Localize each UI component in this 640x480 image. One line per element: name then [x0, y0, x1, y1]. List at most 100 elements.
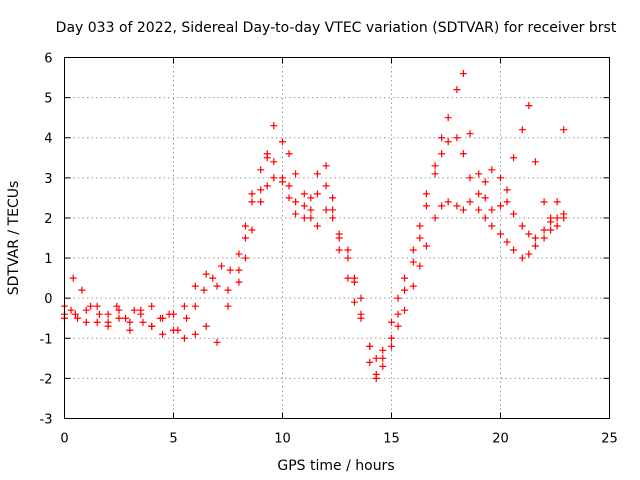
data-point — [422, 190, 430, 198]
data-point — [459, 70, 467, 78]
data-point — [431, 170, 439, 178]
tick-labels: 0 5 10 15 20 25 -3 -2 -1 0 1 2 3 4 5 6 — [40, 52, 618, 447]
data-point — [82, 306, 90, 314]
data-point — [248, 190, 256, 198]
data-point — [379, 354, 387, 362]
data-point — [459, 150, 467, 158]
data-series — [61, 174, 568, 382]
data-point — [531, 234, 539, 242]
data-point — [322, 206, 330, 214]
y-tick-label: 3 — [44, 172, 52, 187]
data-point — [67, 306, 75, 314]
data-point — [126, 326, 134, 334]
data-point — [71, 310, 79, 318]
data-point — [366, 342, 374, 350]
data-point — [560, 214, 568, 222]
data-point — [438, 134, 446, 142]
data-point — [113, 302, 121, 310]
data-point — [200, 286, 208, 294]
data-point — [156, 314, 164, 322]
data-point — [335, 234, 343, 242]
data-point — [226, 266, 234, 274]
data-point — [313, 190, 321, 198]
data-point — [488, 166, 496, 174]
data-point — [148, 322, 156, 330]
data-point — [475, 170, 483, 178]
data-point — [481, 178, 489, 186]
data-point — [241, 234, 249, 242]
data-point — [292, 210, 300, 218]
data-point — [357, 294, 365, 302]
data-point — [422, 242, 430, 250]
data-point — [148, 302, 156, 310]
y-tick-label: 4 — [44, 132, 52, 147]
y-tick-label: 6 — [44, 52, 52, 67]
data-point — [553, 214, 561, 222]
data-point — [115, 314, 123, 322]
data-point — [224, 302, 232, 310]
data-point — [104, 318, 112, 326]
y-tick-label: -2 — [40, 372, 53, 387]
x-tick-label: 15 — [383, 432, 400, 447]
data-point — [497, 202, 504, 210]
x-tick-label: 0 — [60, 432, 68, 447]
y-axis-label: SDTVAR / TECUs — [6, 181, 22, 296]
data-series — [61, 134, 568, 378]
data-point — [560, 126, 568, 134]
data-point — [263, 150, 271, 158]
data-point — [401, 274, 409, 282]
data-point — [379, 346, 387, 354]
data-point — [503, 186, 511, 194]
data-point — [74, 314, 82, 322]
data-point — [431, 214, 439, 222]
data-point — [531, 242, 539, 250]
data-point — [78, 286, 86, 294]
data-point — [444, 138, 452, 146]
data-point — [104, 310, 112, 318]
data-point — [531, 158, 539, 166]
data-point — [235, 278, 243, 286]
data-point — [202, 322, 210, 330]
data-point — [335, 246, 343, 254]
data-point — [213, 338, 221, 346]
data-point — [510, 210, 518, 218]
data-point — [248, 226, 256, 234]
data-points — [61, 70, 568, 382]
data-point — [388, 334, 395, 342]
data-point — [372, 374, 380, 382]
y-tick-label: 2 — [44, 212, 52, 227]
data-point — [183, 314, 191, 322]
data-point — [553, 222, 561, 230]
data-point — [279, 138, 286, 146]
data-point — [357, 314, 365, 322]
data-point — [93, 302, 101, 310]
data-point — [518, 126, 526, 134]
data-point — [300, 190, 308, 198]
data-point — [409, 282, 417, 290]
data-point — [401, 286, 409, 294]
data-point — [137, 306, 145, 314]
data-point — [481, 214, 489, 222]
data-point — [217, 262, 225, 270]
y-tick-label: 5 — [44, 92, 52, 107]
data-point — [444, 114, 452, 122]
y-tick-label: -1 — [40, 332, 53, 347]
data-point — [344, 254, 352, 262]
data-point — [292, 170, 300, 178]
data-point — [191, 282, 199, 290]
data-point — [394, 294, 402, 302]
data-point — [394, 322, 402, 330]
data-point — [453, 202, 461, 210]
data-point — [510, 154, 518, 162]
data-point — [409, 258, 417, 266]
data-point — [540, 234, 548, 242]
data-point — [416, 222, 424, 230]
grid-lines — [64, 57, 610, 419]
data-point — [475, 206, 483, 214]
data-point — [122, 314, 130, 322]
data-point — [444, 198, 452, 206]
data-point — [497, 174, 504, 182]
data-point — [235, 266, 243, 274]
data-point — [165, 310, 173, 318]
data-point — [235, 250, 243, 258]
